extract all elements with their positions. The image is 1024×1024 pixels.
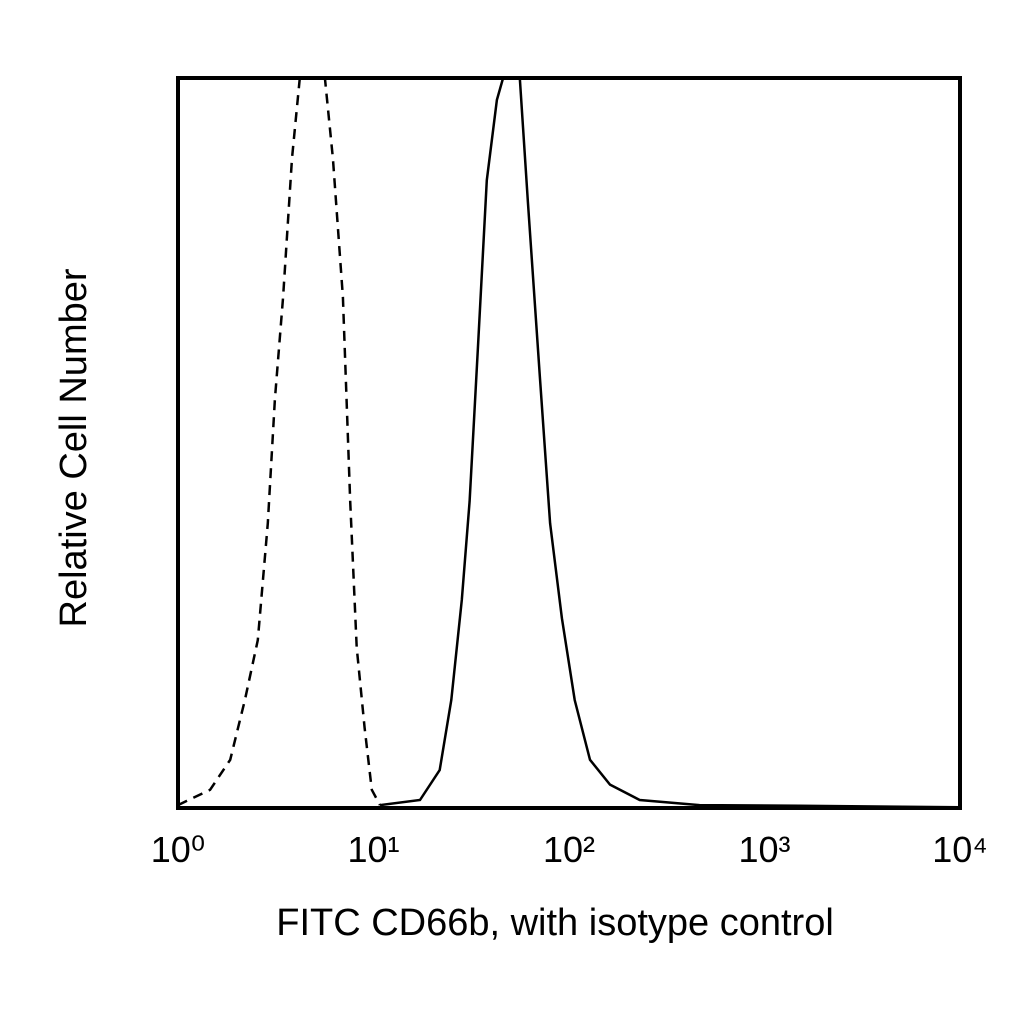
x-tick-label: 10¹ bbox=[347, 829, 399, 870]
x-axis-label: FITC CD66b, with isotype control bbox=[276, 902, 834, 944]
plot-frame bbox=[176, 76, 962, 810]
histogram-curve bbox=[379, 78, 960, 808]
x-tick-label: 10⁴ bbox=[932, 829, 988, 870]
y-axis-label: Relative Cell Number bbox=[53, 268, 95, 627]
plot-area bbox=[178, 78, 960, 808]
histogram-curve bbox=[178, 78, 382, 807]
x-tick-label: 10⁰ bbox=[151, 829, 205, 870]
x-tick-label: 10³ bbox=[738, 829, 790, 870]
x-tick-label: 10² bbox=[543, 829, 595, 870]
